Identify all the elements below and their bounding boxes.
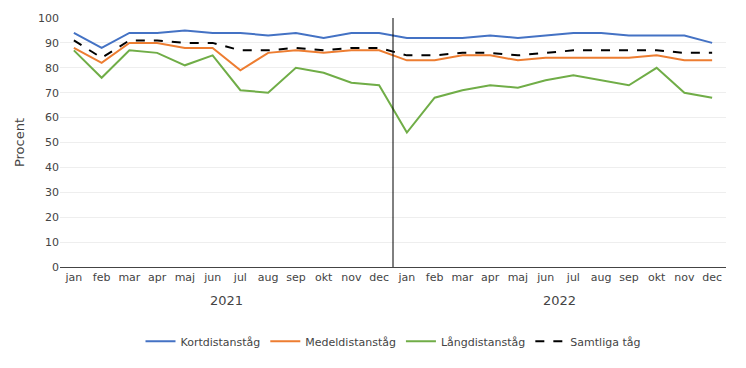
svg-text:80: 80: [45, 62, 59, 75]
svg-text:100: 100: [38, 12, 59, 25]
svg-text:90: 90: [45, 37, 59, 50]
svg-text:40: 40: [45, 161, 59, 174]
svg-text:0: 0: [52, 261, 59, 274]
svg-text:60: 60: [45, 111, 59, 124]
svg-text:jan: jan: [64, 271, 82, 284]
svg-text:maj: maj: [175, 271, 196, 284]
svg-text:50: 50: [45, 136, 59, 149]
svg-text:okt: okt: [648, 271, 666, 284]
svg-text:aug: aug: [258, 271, 279, 284]
svg-text:sep: sep: [286, 271, 305, 284]
svg-text:10: 10: [45, 236, 59, 249]
svg-text:2021: 2021: [210, 293, 243, 308]
svg-text:20: 20: [45, 211, 59, 224]
svg-text:dec: dec: [369, 271, 389, 284]
svg-text:feb: feb: [93, 271, 111, 284]
svg-text:jan: jan: [397, 271, 415, 284]
svg-text:Långdistanståg: Långdistanståg: [441, 336, 525, 349]
svg-text:apr: apr: [148, 271, 167, 284]
svg-text:nov: nov: [341, 271, 362, 284]
svg-text:Samtliga tåg: Samtliga tåg: [570, 336, 640, 349]
svg-text:Procent: Procent: [12, 118, 27, 167]
svg-text:Medeldistanståg: Medeldistanståg: [305, 336, 396, 349]
svg-text:Kortdistanståg: Kortdistanståg: [181, 336, 261, 349]
svg-text:okt: okt: [315, 271, 333, 284]
svg-text:jul: jul: [233, 271, 247, 284]
svg-text:nov: nov: [674, 271, 695, 284]
svg-text:jun: jun: [203, 271, 221, 284]
svg-text:mar: mar: [451, 271, 473, 284]
svg-text:sep: sep: [619, 271, 638, 284]
svg-text:feb: feb: [426, 271, 444, 284]
svg-text:70: 70: [45, 87, 59, 100]
svg-text:jun: jun: [536, 271, 554, 284]
svg-text:dec: dec: [702, 271, 722, 284]
svg-text:mar: mar: [118, 271, 140, 284]
svg-text:30: 30: [45, 186, 59, 199]
svg-text:aug: aug: [591, 271, 612, 284]
svg-text:apr: apr: [481, 271, 500, 284]
svg-text:maj: maj: [508, 271, 529, 284]
svg-text:jul: jul: [566, 271, 580, 284]
svg-text:2022: 2022: [543, 293, 576, 308]
